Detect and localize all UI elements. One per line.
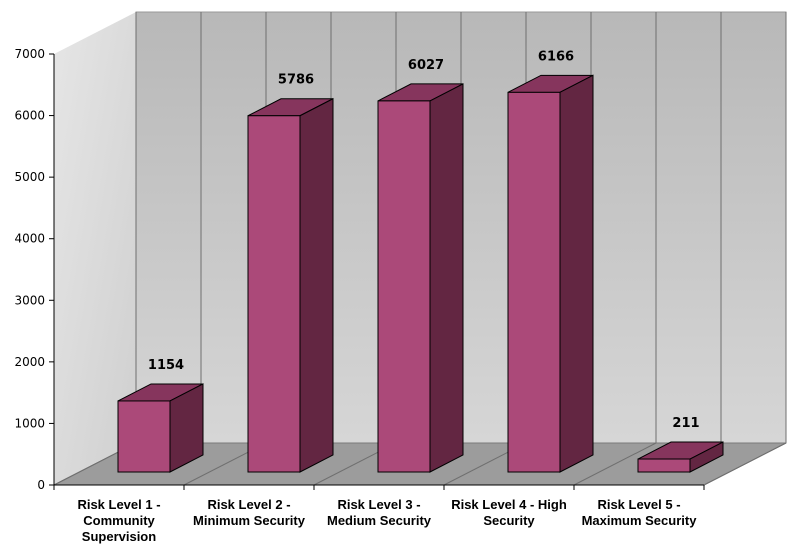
- bar-front: [117, 400, 171, 473]
- y-tick-label: 6000: [14, 109, 45, 123]
- floor-divider: [703, 442, 787, 486]
- y-tick-label: 7000: [14, 47, 45, 61]
- bar-series: [117, 74, 724, 473]
- bar-front: [247, 115, 301, 473]
- y-axis: 0 1000 2000 3000 4000 5000 6000 7000: [14, 47, 705, 492]
- data-label: 6027: [408, 58, 444, 73]
- y-tick-label: 5000: [14, 170, 45, 184]
- bar-front: [637, 458, 691, 473]
- y-tick-label: 3000: [14, 293, 45, 307]
- floor-divider: [573, 442, 657, 486]
- bar: [117, 383, 204, 473]
- bar: [247, 97, 334, 473]
- bar: [377, 83, 464, 473]
- bar-side: [299, 97, 334, 473]
- y-tick-label: 2000: [14, 355, 45, 369]
- data-label: 5786: [278, 73, 314, 88]
- data-label: 1154: [148, 358, 184, 373]
- bar-side: [559, 74, 594, 473]
- data-label: 6166: [538, 49, 574, 64]
- bar-front: [507, 91, 561, 473]
- y-tick-label: 1000: [14, 416, 45, 430]
- side-wall: [54, 12, 136, 485]
- bar-front: [377, 100, 431, 473]
- bar-side: [429, 83, 464, 473]
- y-tick-label: 4000: [14, 232, 45, 246]
- y-tick-label: 0: [37, 478, 45, 492]
- bar: [637, 441, 724, 473]
- data-labels: 1154 5786 6027 6166 211: [148, 49, 700, 431]
- bar: [507, 74, 594, 473]
- data-label: 211: [672, 416, 699, 431]
